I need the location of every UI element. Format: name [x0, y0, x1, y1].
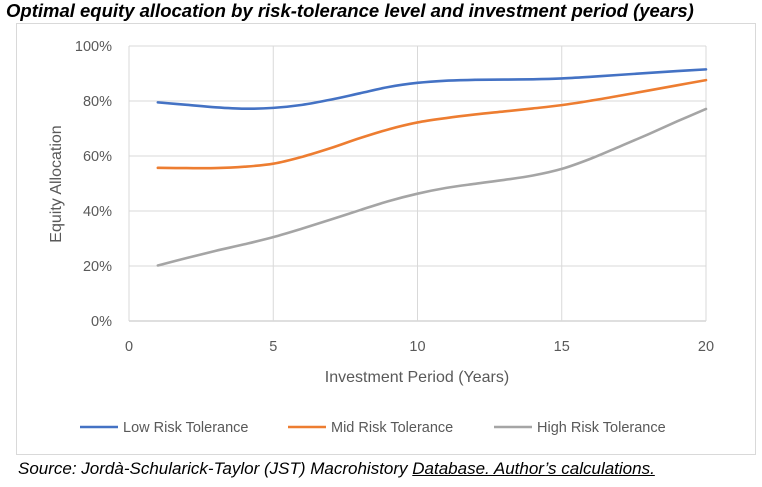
y-tick-label: 100% — [75, 39, 112, 55]
x-tick-label: 20 — [698, 339, 714, 355]
y-tick-label: 20% — [83, 259, 112, 275]
x-tick-label: 10 — [409, 339, 425, 355]
y-axis-label: Equity Allocation — [48, 125, 65, 242]
x-tick-label: 15 — [554, 339, 570, 355]
x-tick-labels: 0 5 10 15 20 — [125, 339, 714, 355]
y-tick-label: 0% — [91, 314, 112, 330]
source-link[interactable]: Database. Author’s calculations. — [412, 459, 655, 478]
x-tick-label: 0 — [125, 339, 133, 355]
x-axis-label: Investment Period (Years) — [325, 369, 509, 386]
y-tick-labels: 0% 20% 40% 60% 80% 100% — [75, 39, 112, 330]
series-line-1 — [156, 78, 708, 170]
series-lines — [156, 68, 708, 267]
y-tick-label: 60% — [83, 149, 112, 165]
series-line-2 — [156, 107, 708, 267]
chart-frame — [16, 23, 756, 455]
series-line-0 — [156, 68, 708, 111]
source-text: Source: Jordà-Schularick-Taylor (JST) Ma… — [18, 459, 413, 478]
legend-label: Low Risk Tolerance — [123, 420, 248, 436]
legend: Low Risk Tolerance Mid Risk Tolerance High… — [80, 420, 666, 436]
legend-label: Mid Risk Tolerance — [331, 420, 453, 436]
x-tick-label: 5 — [269, 339, 277, 355]
gridlines — [128, 45, 707, 322]
legend-label: High Risk Tolerance — [537, 420, 666, 436]
source-note: Source: Jordà-Schularick-Taylor (JST) Ma… — [18, 459, 655, 479]
figure-title: Optimal equity allocation by risk-tolera… — [6, 0, 694, 21]
y-tick-label: 80% — [83, 94, 112, 110]
y-tick-label: 40% — [83, 204, 112, 220]
